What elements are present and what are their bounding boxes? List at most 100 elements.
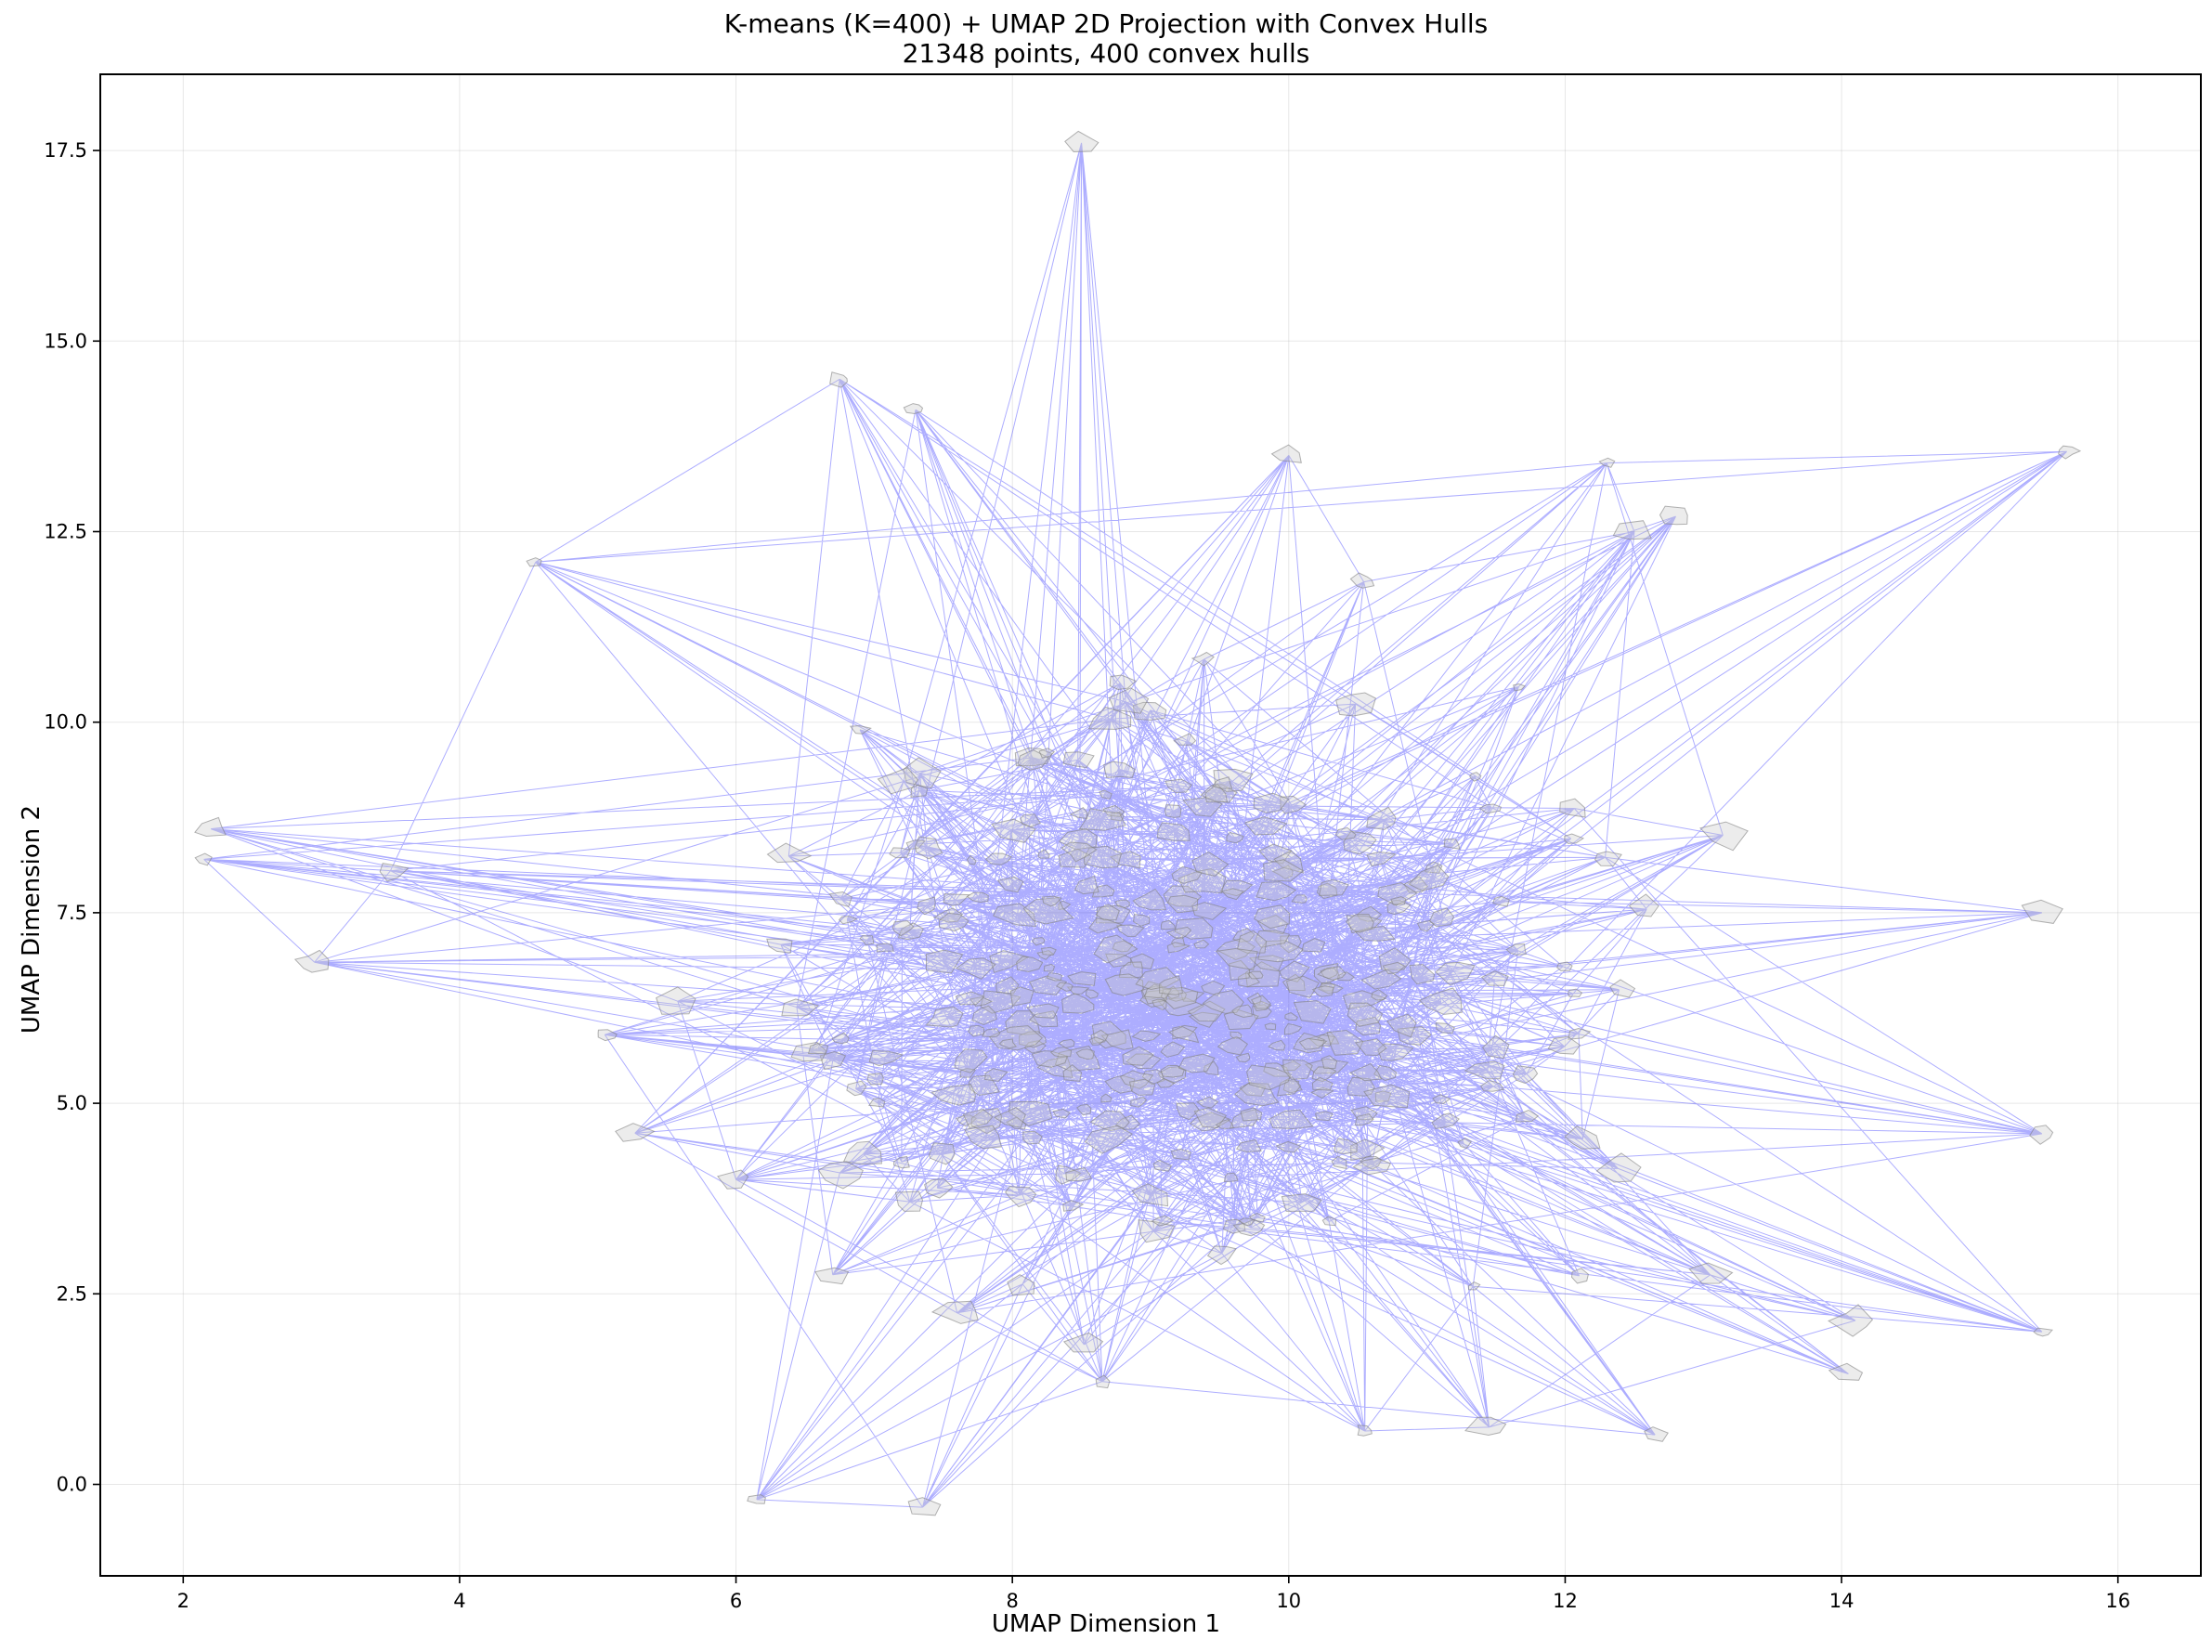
convex-hull	[1007, 1274, 1035, 1296]
convex-hull	[814, 1267, 850, 1285]
convex-hull	[1311, 985, 1334, 997]
x-axis-label: UMAP Dimension 1	[991, 1610, 1221, 1638]
plot-frame	[99, 73, 2202, 1577]
convex-hull	[1188, 1011, 1219, 1028]
convex-hull	[1152, 1159, 1172, 1172]
convex-hull	[995, 976, 1020, 995]
convex-hull	[1246, 1064, 1292, 1091]
convex-hull	[1061, 993, 1095, 1014]
convex-hull	[1254, 904, 1291, 930]
convex-hull	[1166, 894, 1199, 914]
convex-hull	[1160, 986, 1199, 1009]
convex-hull	[1270, 444, 1302, 463]
convex-hull	[1513, 683, 1527, 692]
convex-hull	[1229, 959, 1251, 981]
convex-hull	[938, 912, 969, 932]
convex-hull	[1131, 1183, 1169, 1207]
convex-hull	[1144, 983, 1173, 999]
convex-hull	[1699, 821, 1749, 852]
convex-hull	[1386, 1013, 1417, 1038]
convex-hull	[1345, 913, 1374, 933]
convex-hull	[1612, 520, 1652, 540]
convex-hull	[1371, 989, 1388, 1001]
convex-hull	[1171, 865, 1203, 884]
convex-hull	[1191, 902, 1228, 920]
convex-hull	[1211, 776, 1233, 789]
convex-hull	[1320, 967, 1338, 980]
convex-hull	[877, 767, 919, 795]
convex-hull	[988, 1025, 1044, 1051]
convex-hull	[998, 1038, 1018, 1049]
convex-hull	[1595, 1152, 1642, 1183]
x-tick-label: 10	[1276, 1590, 1301, 1612]
convex-hull	[1104, 973, 1144, 996]
cluster-links	[203, 142, 2067, 1508]
convex-hull	[1331, 1155, 1347, 1170]
convex-hull	[1282, 973, 1306, 992]
convex-hull	[1235, 1052, 1251, 1063]
convex-hull	[954, 1048, 988, 1073]
convex-hull	[1114, 899, 1130, 909]
convex-hull	[1112, 940, 1134, 953]
x-tick-label: 4	[453, 1590, 465, 1612]
convex-hull	[1435, 1022, 1455, 1034]
convex-hull	[1220, 888, 1244, 901]
y-axis-ticks: 0.0 2.5 5.0 7.5 10.0 12.5 15.0 17.5	[44, 139, 100, 1496]
convex-hull	[1189, 1112, 1232, 1132]
convex-hull	[984, 852, 1012, 865]
convex-hull	[194, 852, 213, 866]
convex-hull	[1062, 751, 1095, 769]
convex-hull	[1109, 851, 1141, 869]
convex-hull	[993, 903, 1036, 928]
y-tick-label: 7.5	[57, 902, 87, 924]
convex-hull	[829, 371, 848, 388]
convex-hull	[1115, 924, 1145, 937]
convex-hull	[831, 1032, 850, 1045]
convex-hull	[1075, 1048, 1095, 1060]
convex-hull	[1058, 848, 1092, 868]
convex-hull	[1191, 651, 1215, 667]
convex-hull	[1173, 733, 1197, 746]
x-tick-label: 2	[177, 1590, 189, 1612]
convex-hull	[2029, 1125, 2054, 1145]
convex-hull	[1264, 1022, 1277, 1031]
convex-hull	[1343, 830, 1377, 855]
convex-hull	[996, 876, 1024, 893]
convex-hull	[1238, 1217, 1256, 1227]
convex-hull	[1215, 947, 1258, 971]
convex-hull	[1109, 674, 1138, 691]
convex-hull	[1382, 961, 1406, 975]
convex-hull	[1164, 804, 1182, 818]
convex-hull	[1008, 1100, 1053, 1126]
convex-hull	[1315, 1111, 1334, 1122]
convex-hull	[717, 1169, 749, 1190]
convex-hull	[1215, 1119, 1234, 1129]
convex-hull	[1263, 859, 1305, 882]
convex-hull	[1089, 1110, 1130, 1132]
convex-hull	[747, 1494, 766, 1504]
convex-hull	[1223, 1008, 1259, 1031]
y-tick-label: 0.0	[57, 1474, 87, 1496]
convex-hull	[1321, 1216, 1337, 1227]
convex-hull	[1256, 914, 1289, 935]
convex-hull	[1355, 1016, 1382, 1036]
convex-hull	[1151, 1215, 1174, 1227]
convex-hull	[1688, 1262, 1734, 1284]
convex-hull	[1293, 1032, 1325, 1054]
convex-hull	[903, 403, 924, 415]
convex-hull	[1326, 1029, 1364, 1056]
convex-hull	[1354, 1038, 1387, 1057]
convex-hull	[828, 891, 852, 908]
convex-hull	[1828, 1362, 1864, 1381]
convex-hull	[766, 938, 793, 954]
convex-hull	[1038, 748, 1056, 759]
convex-hull	[943, 893, 970, 906]
convex-hull	[1193, 1107, 1228, 1129]
convex-hull	[1040, 946, 1057, 956]
chart-title: K-means (K=400) + UMAP 2D Projection wit…	[723, 8, 1489, 39]
convex-hull	[1128, 1078, 1156, 1096]
convex-hull	[1193, 939, 1210, 949]
convex-hull	[1226, 832, 1244, 844]
convex-hull	[1119, 1070, 1154, 1089]
convex-hull	[1178, 868, 1227, 894]
